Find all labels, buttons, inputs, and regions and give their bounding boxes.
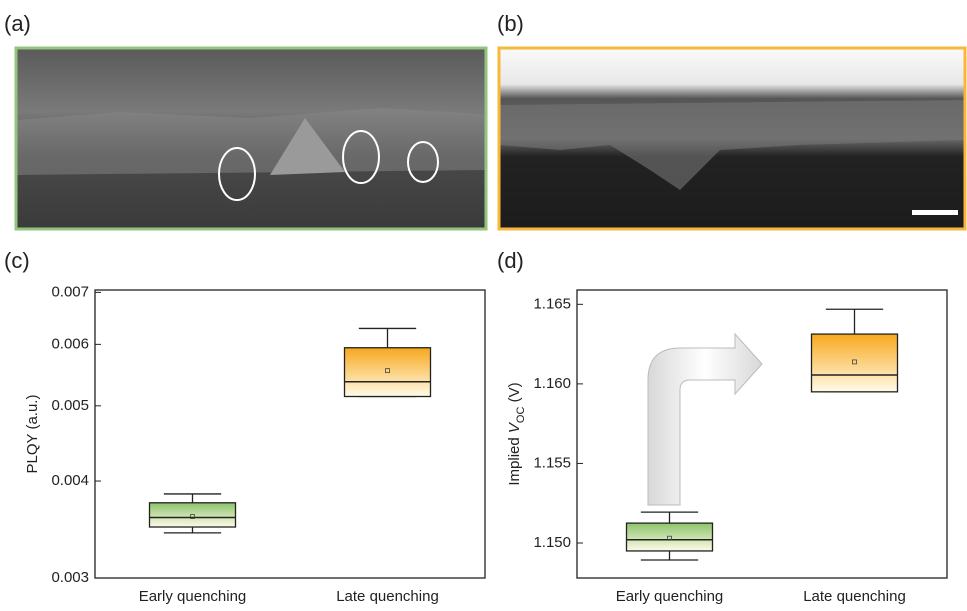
y-tick-label: 0.004 bbox=[51, 472, 89, 489]
panel-label: (d) bbox=[497, 248, 524, 273]
y-axis-label: Implied VOC (V) bbox=[506, 382, 527, 485]
figure: (a) (b) (c) (d) 0.003 0.004 0.005 0.006 0.00… bbox=[0, 0, 967, 606]
sem-image-a bbox=[16, 48, 486, 229]
box bbox=[627, 523, 713, 551]
x-tick-label: Late quenching bbox=[336, 588, 439, 605]
y-tick-label: 1.165 bbox=[533, 295, 571, 312]
y-axis-label: PLQY (a.u.) bbox=[24, 395, 41, 474]
y-tick-label: 1.155 bbox=[533, 454, 571, 471]
panel-label: (a) bbox=[4, 11, 31, 36]
y-tick-label: 0.005 bbox=[51, 397, 89, 414]
y-tick-label: 0.006 bbox=[51, 335, 89, 352]
y-tick-label: 0.003 bbox=[51, 569, 89, 586]
y-axis-label-part: Implied bbox=[506, 433, 523, 486]
x-tick-label: Early quenching bbox=[139, 588, 247, 605]
page: (a) (b) (c) (d) 0.003 0.004 0.005 0.006 0.00… bbox=[0, 0, 967, 611]
y-tick-label: 1.160 bbox=[533, 375, 571, 392]
y-axis-label-part: (V) bbox=[506, 382, 523, 406]
sem-image-b bbox=[499, 48, 965, 229]
y-axis-label-part: PLQY (a.u.) bbox=[24, 395, 41, 474]
plot-frame bbox=[95, 290, 485, 578]
panel-label: (b) bbox=[497, 11, 524, 36]
y-axis-label-part: OC bbox=[515, 407, 527, 424]
x-tick-label: Late quenching bbox=[803, 588, 906, 605]
box bbox=[345, 348, 431, 397]
y-tick-label: 0.007 bbox=[51, 283, 89, 300]
y-tick-label: 1.150 bbox=[533, 534, 571, 551]
box bbox=[812, 334, 898, 392]
x-tick-label: Early quenching bbox=[616, 588, 724, 605]
arrow bbox=[648, 334, 762, 505]
panel-label: (c) bbox=[4, 248, 30, 273]
